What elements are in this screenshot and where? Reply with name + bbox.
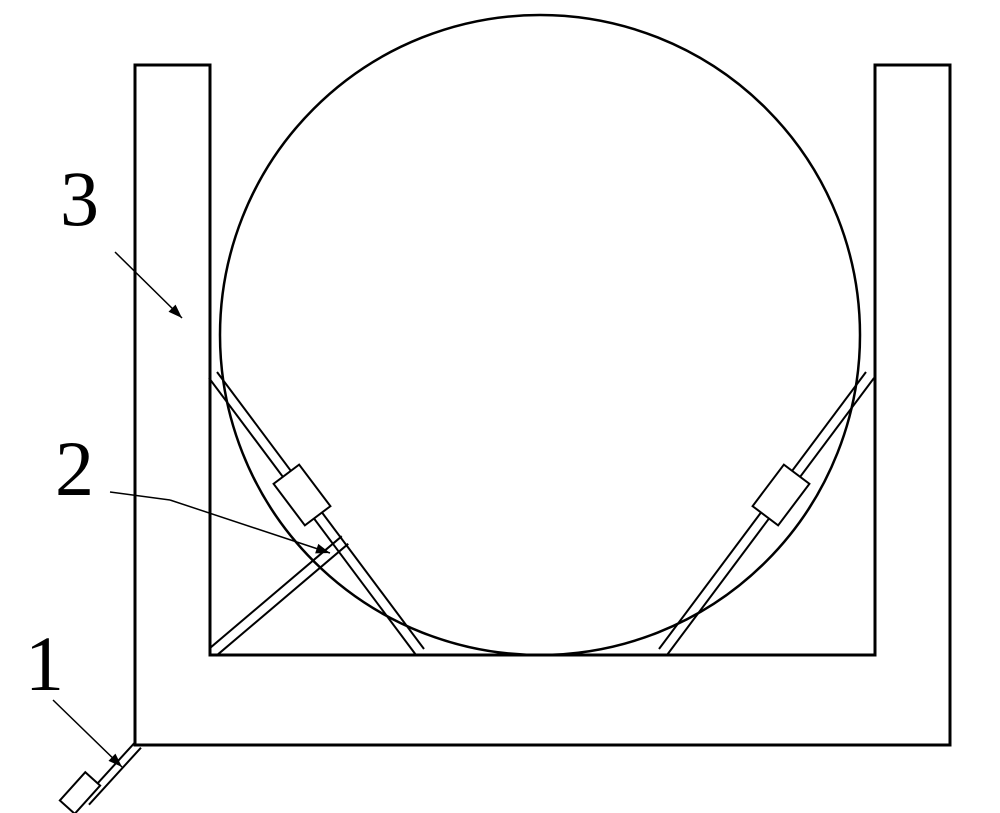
callout-label-3: 3 (60, 160, 99, 238)
callout-label-2: 2 (55, 430, 94, 508)
diagram-svg (0, 0, 1000, 813)
callout-label-1: 1 (25, 625, 64, 703)
